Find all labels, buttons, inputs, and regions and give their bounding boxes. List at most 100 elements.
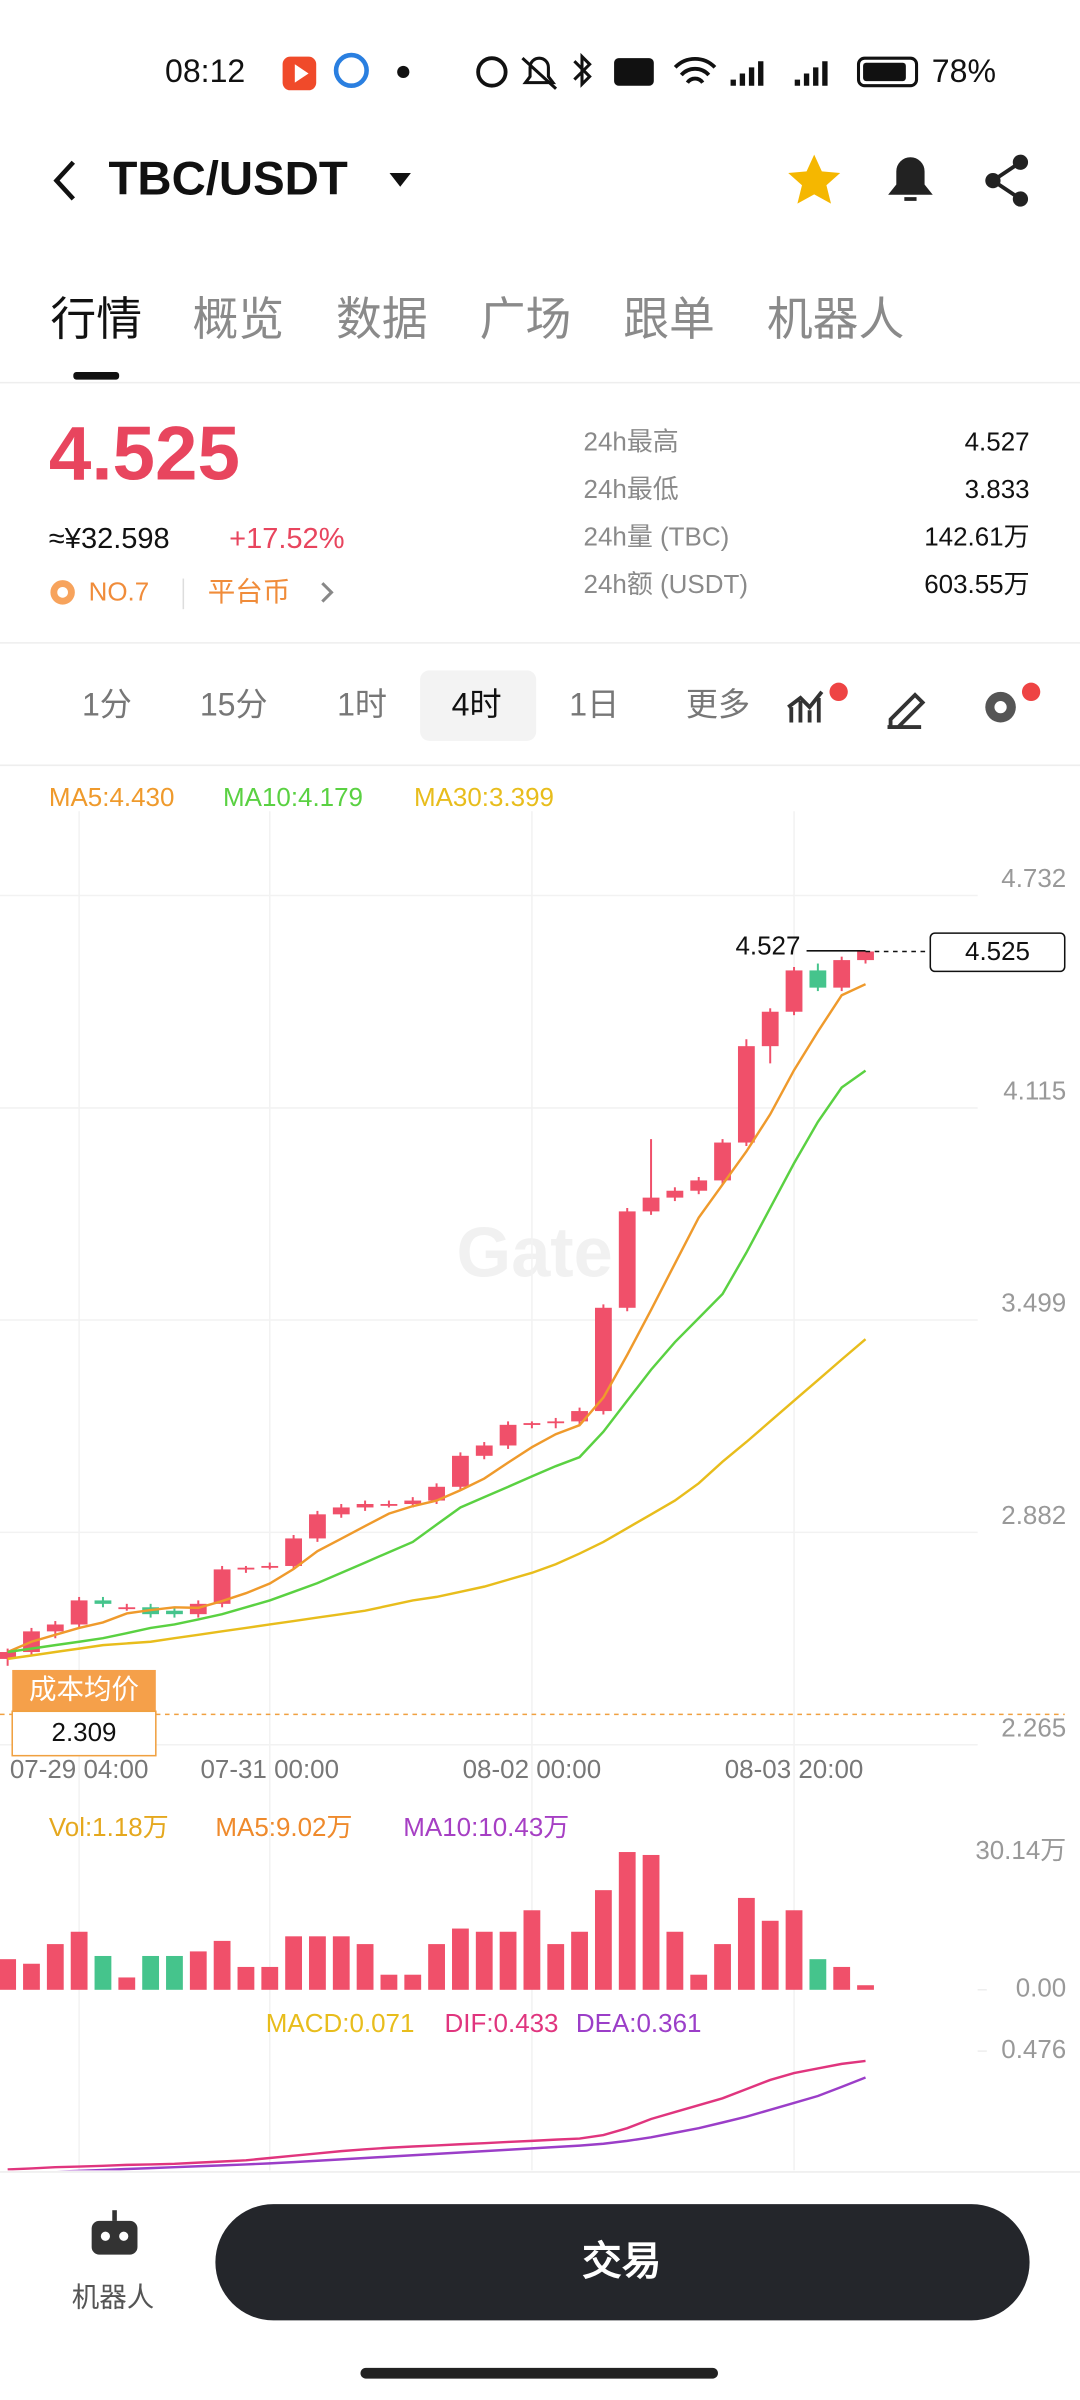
app-icon-play [294,64,309,83]
mute-icon [521,56,558,90]
pair-dropdown[interactable] [389,172,411,187]
macd-line [59,2076,866,2171]
candle-body [380,1504,398,1506]
tab[interactable]: 数据 [336,293,428,345]
battery-icon [856,56,919,88]
candle-body [714,1142,731,1181]
stat-value: 3.833 [965,474,1030,504]
volume-tick-label: 0.00 [1016,1973,1067,2003]
volume-bar [166,1955,183,1990]
candle-body [475,1445,493,1456]
x-tick-label: 07-31 00:00 [200,1754,339,1784]
alert-bell[interactable] [888,157,933,201]
ma-legend: MA10:4.179 [223,782,363,812]
signal-icon [730,61,828,86]
volume-bar [809,1959,827,1990]
interval-bar: 1分 15分 1时 4时 1日 更多 [82,687,750,723]
volume-bar [452,1928,469,1990]
status-time: 08:12 [165,53,245,89]
volume-legend: MA10:10.43万 [403,1812,569,1842]
candle-body [118,1607,136,1610]
y-tick-label: 4.732 [1001,863,1066,893]
stat-value: 142.61万 [924,522,1029,552]
stat-label: 24h最高 [584,427,679,457]
candle-body [70,1600,88,1625]
interval[interactable]: 15分 [200,687,268,723]
last-price-label: 4.525 [965,936,1030,966]
price-chart: 4.732 4.115 3.499 2.882 2.265 07-29 04:00 07-3… [0,782,1066,2171]
macd-legend: DEA:0.361 [576,2008,702,2038]
cost-value: 2.309 [52,1717,117,1747]
y-tick-label: 2.882 [1001,1500,1066,1530]
volume-bar [475,1931,493,1990]
interval[interactable]: 1时 [337,687,387,723]
volume-bar [0,1959,17,1990]
macd-labels: MACD:0.071 DIF:0.433 DEA:0.361 0.476 [266,2008,1066,2064]
back-button[interactable] [53,160,76,201]
tab[interactable]: 广场 [480,293,572,345]
candle-body [332,1507,350,1515]
volume-bar [523,1910,541,1990]
volume-legend: MA5:9.02万 [215,1812,352,1842]
share-link [989,160,1022,201]
bluetooth-icon [573,52,592,88]
indicator-button[interactable] [787,690,824,723]
stat-value: 603.55万 [924,569,1029,599]
volume-bar [737,1897,755,1990]
macd-line [7,2059,866,2171]
volume-bar [70,1931,88,1990]
macd-legend: DIF:0.433 [445,2008,559,2038]
volume-bar [499,1931,517,1990]
candle-body [833,960,851,988]
tab[interactable]: 跟单 [623,293,715,345]
candle-body [594,1307,612,1412]
volume-bar [94,1955,112,1990]
volume-bar [46,1944,64,1990]
category-tag[interactable]: 平台币 [208,576,290,607]
favorite-star[interactable] [788,154,841,204]
interval[interactable]: 更多 [686,687,750,723]
tab-bar: 行情 概览 数据 广场 跟单 机器人 [50,293,904,345]
share-icon[interactable] [985,154,1029,207]
interval[interactable]: 1分 [82,687,132,723]
tab[interactable]: 机器人 [767,293,904,345]
y-tick-label: 4.115 [1003,1075,1066,1105]
y-tick-label: 3.499 [1001,1288,1066,1318]
interval[interactable]: 4时 [452,687,502,723]
candle-body [690,1180,708,1191]
candle-body [547,1421,565,1424]
badge [1021,682,1041,702]
volume-bar [404,1974,422,1990]
candle-body [285,1538,303,1566]
y-tick-label: 2.265 [1001,1712,1066,1742]
candle-body [737,1046,755,1143]
candle-body [309,1514,326,1539]
high-marker-label: 4.527 [735,931,800,961]
home-indicator [360,2367,718,2379]
candle-body [666,1190,684,1198]
tab[interactable]: 行情 [50,293,142,345]
alarm-icon [476,56,508,88]
volume-bar [380,1974,398,1990]
volume-bar [189,1951,207,1990]
robot-label[interactable]: 机器人 [72,2281,154,2312]
candle-body [642,1197,660,1212]
tab[interactable]: 概览 [192,293,284,345]
cost-tag-bg [12,1669,156,1712]
ma-line [7,1069,867,1654]
draw-button[interactable] [887,692,926,729]
candle-body [523,1423,541,1425]
trade-label[interactable]: 交易 [582,2239,661,2283]
trade-button[interactable] [215,2204,1030,2321]
volume-bar [261,1966,279,1990]
volume-bar [118,1977,136,1990]
candle-body [213,1569,231,1604]
robot-icon[interactable] [91,2220,138,2255]
candle-body [237,1567,255,1570]
pair-title[interactable]: TBC/USDT [108,153,347,206]
rank[interactable]: NO.7 [89,577,150,607]
interval[interactable]: 1日 [569,687,619,723]
last-price-box [929,932,1066,973]
